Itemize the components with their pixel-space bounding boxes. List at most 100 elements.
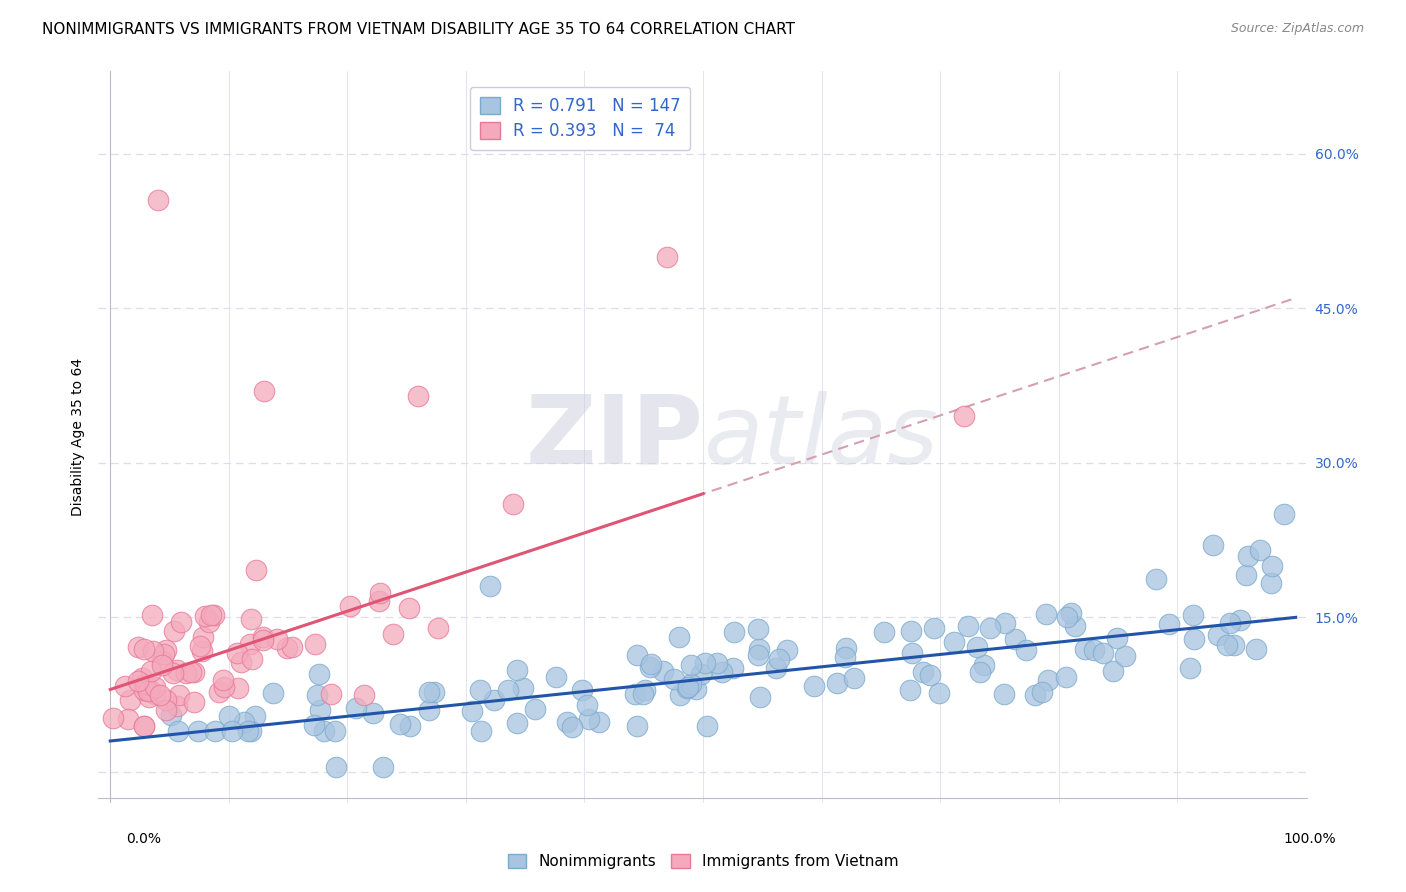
Point bbox=[166, 723, 188, 738]
Point bbox=[1180, 661, 1202, 675]
Point bbox=[127, 673, 149, 688]
Point bbox=[266, 632, 288, 647]
Point bbox=[571, 682, 593, 697]
Point bbox=[166, 698, 188, 713]
Point bbox=[150, 657, 173, 672]
Point bbox=[575, 698, 598, 712]
Point bbox=[136, 684, 159, 698]
Point bbox=[198, 615, 221, 629]
Point bbox=[461, 704, 484, 718]
Point bbox=[842, 671, 865, 685]
Point bbox=[408, 389, 430, 403]
Point bbox=[768, 652, 790, 666]
Point bbox=[1102, 664, 1125, 678]
Point bbox=[180, 665, 202, 679]
Point bbox=[262, 686, 284, 700]
Point bbox=[183, 695, 205, 709]
Point bbox=[149, 688, 172, 702]
Point bbox=[721, 661, 744, 675]
Point bbox=[496, 682, 519, 697]
Point bbox=[281, 640, 304, 654]
Point bbox=[1202, 538, 1225, 552]
Point bbox=[1229, 613, 1251, 627]
Point bbox=[252, 632, 274, 647]
Point bbox=[163, 624, 186, 639]
Point bbox=[423, 685, 446, 699]
Point bbox=[631, 687, 654, 701]
Point bbox=[253, 384, 276, 398]
Point bbox=[1216, 638, 1239, 652]
Point bbox=[918, 668, 941, 682]
Point bbox=[245, 708, 267, 723]
Text: ZIP: ZIP bbox=[524, 391, 703, 483]
Point bbox=[120, 692, 142, 706]
Point bbox=[1054, 669, 1077, 683]
Point bbox=[695, 656, 717, 670]
Point bbox=[678, 681, 700, 695]
Point bbox=[226, 681, 249, 695]
Point bbox=[169, 688, 191, 702]
Point bbox=[155, 703, 177, 717]
Point bbox=[749, 690, 772, 705]
Point bbox=[626, 719, 648, 733]
Y-axis label: Disability Age 35 to 64: Disability Age 35 to 64 bbox=[70, 358, 84, 516]
Point bbox=[952, 409, 974, 424]
Point bbox=[229, 656, 252, 670]
Point bbox=[204, 723, 226, 738]
Point bbox=[276, 640, 298, 655]
Point bbox=[155, 693, 177, 707]
Point bbox=[561, 721, 583, 735]
Point bbox=[153, 647, 176, 661]
Point bbox=[675, 681, 697, 695]
Point bbox=[506, 715, 529, 730]
Point bbox=[776, 643, 799, 657]
Point bbox=[183, 665, 205, 680]
Point bbox=[1246, 642, 1268, 657]
Point bbox=[398, 601, 420, 615]
Point bbox=[901, 646, 924, 660]
Point bbox=[194, 608, 217, 623]
Point bbox=[478, 579, 501, 593]
Point bbox=[101, 711, 124, 725]
Point bbox=[690, 667, 713, 681]
Point bbox=[218, 709, 240, 723]
Point bbox=[361, 706, 384, 721]
Point bbox=[512, 681, 534, 696]
Point bbox=[1219, 616, 1241, 631]
Point bbox=[1060, 606, 1083, 620]
Point bbox=[202, 608, 225, 623]
Point bbox=[150, 654, 173, 668]
Point bbox=[353, 688, 375, 702]
Point bbox=[367, 593, 389, 607]
Point bbox=[747, 648, 769, 662]
Point bbox=[212, 673, 235, 688]
Point bbox=[200, 608, 222, 623]
Point bbox=[426, 621, 449, 635]
Point bbox=[323, 723, 346, 738]
Point bbox=[685, 682, 707, 697]
Point bbox=[834, 649, 856, 664]
Point bbox=[928, 686, 950, 700]
Point bbox=[308, 667, 330, 681]
Point bbox=[304, 637, 326, 651]
Point bbox=[155, 643, 177, 657]
Point bbox=[138, 683, 160, 698]
Point bbox=[1083, 642, 1105, 657]
Point bbox=[1261, 558, 1284, 573]
Point bbox=[588, 714, 610, 729]
Point bbox=[143, 687, 166, 701]
Point bbox=[302, 718, 325, 732]
Point bbox=[232, 715, 254, 730]
Point bbox=[506, 663, 529, 677]
Point bbox=[117, 712, 139, 726]
Point bbox=[966, 640, 988, 654]
Point bbox=[1182, 632, 1205, 646]
Point bbox=[747, 622, 769, 636]
Point bbox=[131, 671, 153, 685]
Point bbox=[344, 700, 367, 714]
Point bbox=[187, 723, 209, 738]
Point bbox=[134, 682, 156, 697]
Point bbox=[141, 665, 163, 679]
Point bbox=[1182, 608, 1205, 623]
Point bbox=[134, 718, 156, 732]
